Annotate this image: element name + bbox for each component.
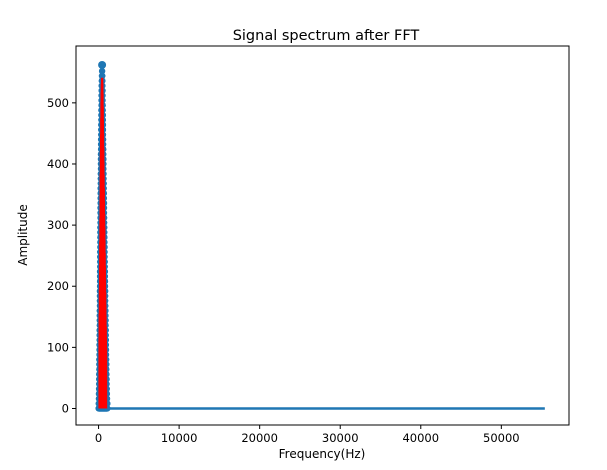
plot-layer xyxy=(95,60,545,412)
x-tick-label: 0 xyxy=(95,431,102,445)
y-tick-label: 300 xyxy=(47,218,69,232)
band-marker xyxy=(99,67,106,75)
y-axis-ticks: 0 100 200 300 400 500 xyxy=(47,96,76,415)
y-axis-label: Amplitude xyxy=(16,204,30,266)
x-tick-label: 10000 xyxy=(161,431,198,445)
x-tick-label: 40000 xyxy=(402,431,439,445)
x-tick-label: 50000 xyxy=(483,431,520,445)
y-tick-label: 500 xyxy=(47,96,69,110)
band-marker xyxy=(99,72,106,80)
x-axis-ticks: 0 10000 20000 30000 40000 50000 xyxy=(95,425,520,445)
y-tick-label: 400 xyxy=(47,157,69,171)
y-tick-label: 0 xyxy=(62,401,69,415)
y-tick-label: 100 xyxy=(47,340,69,354)
plot-frame xyxy=(75,45,570,426)
chart-title: Signal spectrum after FFT xyxy=(233,28,420,44)
x-tick-label: 30000 xyxy=(322,431,359,445)
y-tick-label: 200 xyxy=(47,279,69,293)
peak-marker xyxy=(98,60,107,69)
x-axis-label: Frequency(Hz) xyxy=(279,447,366,461)
x-tick-label: 20000 xyxy=(241,431,278,445)
